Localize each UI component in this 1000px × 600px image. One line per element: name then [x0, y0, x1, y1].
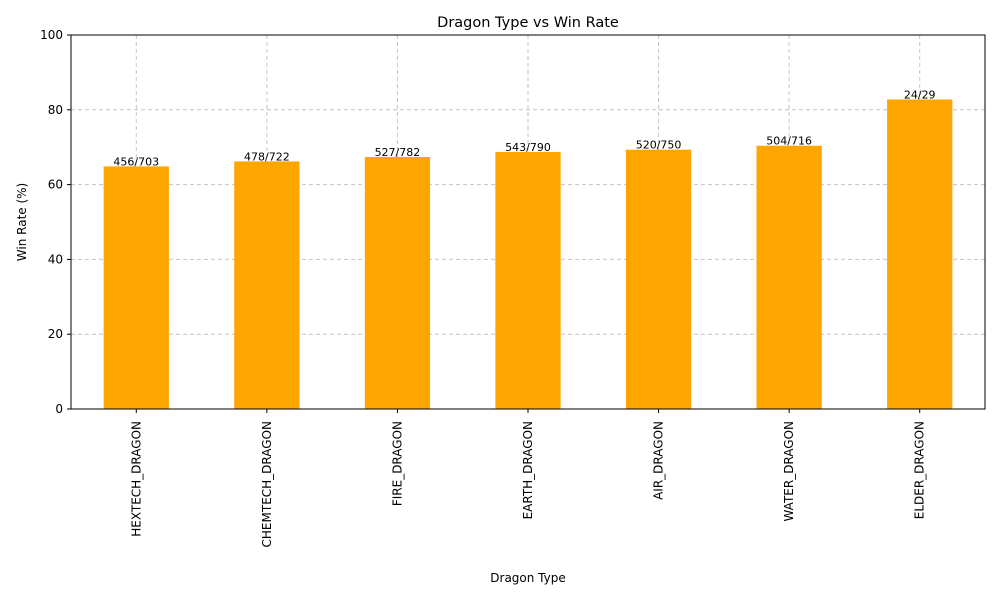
bar-data-label: 478/722 — [244, 150, 290, 163]
bar-data-label: 520/750 — [636, 139, 682, 152]
axis-ticks: 0 20 40 60 80 100 HEXTECH_DRAGON CHEMTECH_DRAGO… — [40, 28, 927, 547]
y-tick-label: 80 — [48, 103, 63, 117]
y-tick-label: 100 — [40, 28, 63, 42]
bar — [364, 156, 431, 409]
x-tick-label: EARTH_DRAGON — [521, 421, 535, 519]
x-tick-label: FIRE_DRAGON — [390, 421, 404, 506]
y-tick-label: 20 — [48, 327, 63, 341]
bar — [887, 99, 953, 409]
y-tick-label: 0 — [55, 402, 63, 416]
bar-data-label: 456/703 — [113, 155, 159, 168]
x-tick-label: HEXTECH_DRAGON — [129, 421, 143, 537]
bar-data-label: 527/782 — [375, 146, 421, 159]
y-tick-label: 60 — [48, 178, 63, 192]
bar — [495, 151, 561, 409]
bar — [625, 149, 692, 409]
x-tick-label: AIR_DRAGON — [652, 421, 666, 500]
y-tick-label: 40 — [48, 252, 63, 266]
bar-data-label: 504/716 — [766, 135, 812, 148]
y-axis-label: Win Rate (%) — [15, 183, 29, 261]
x-tick-label: ELDER_DRAGON — [913, 421, 927, 519]
chart-title: Dragon Type vs Win Rate — [437, 15, 619, 31]
bar — [756, 145, 822, 409]
data-labels: 456/703 478/722 527/782 543/790 520/750 504/7… — [113, 88, 935, 168]
x-tick-label: CHEMTECH_DRAGON — [260, 421, 274, 547]
bar — [234, 161, 300, 409]
x-tick-label: WATER_DRAGON — [782, 421, 796, 522]
x-axis-label: Dragon Type — [490, 571, 565, 585]
bar-data-label: 24/29 — [904, 88, 936, 101]
bar-data-label: 543/790 — [505, 141, 551, 154]
bars — [103, 99, 953, 409]
bar — [103, 166, 169, 409]
